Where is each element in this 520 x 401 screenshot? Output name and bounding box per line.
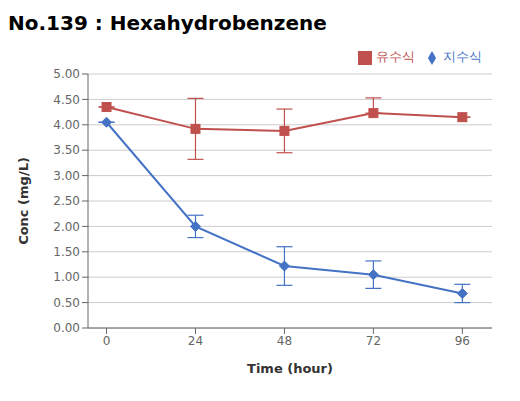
svg-text:Conc (mg/L): Conc (mg/L) (16, 157, 31, 245)
svg-text:2.50: 2.50 (53, 194, 80, 208)
svg-text:5.00: 5.00 (53, 67, 80, 81)
svg-text:48: 48 (277, 334, 292, 348)
svg-text:0: 0 (103, 334, 111, 348)
svg-text:0.00: 0.00 (53, 321, 80, 335)
svg-text:4.00: 4.00 (53, 118, 80, 132)
svg-text:72: 72 (366, 334, 381, 348)
html-text:지수식: 지수식 (443, 49, 482, 64)
svg-text:3.50: 3.50 (53, 143, 80, 157)
svg-text:Time (hour): Time (hour) (247, 361, 333, 376)
svg-text:1.00: 1.00 (53, 270, 80, 284)
svg-text:4.50: 4.50 (53, 93, 80, 107)
svg-text:0.50: 0.50 (53, 296, 80, 310)
svg-text:1.50: 1.50 (53, 245, 80, 259)
html-text:유수식: 유수식 (376, 49, 415, 64)
svg-text:2.00: 2.00 (53, 220, 80, 234)
svg-text:24: 24 (188, 334, 203, 348)
svg-text:3.00: 3.00 (53, 169, 80, 183)
html-text:No.139 : Hexahydrobenzene: No.139 : Hexahydrobenzene (8, 11, 327, 35)
svg-text:96: 96 (455, 334, 470, 348)
